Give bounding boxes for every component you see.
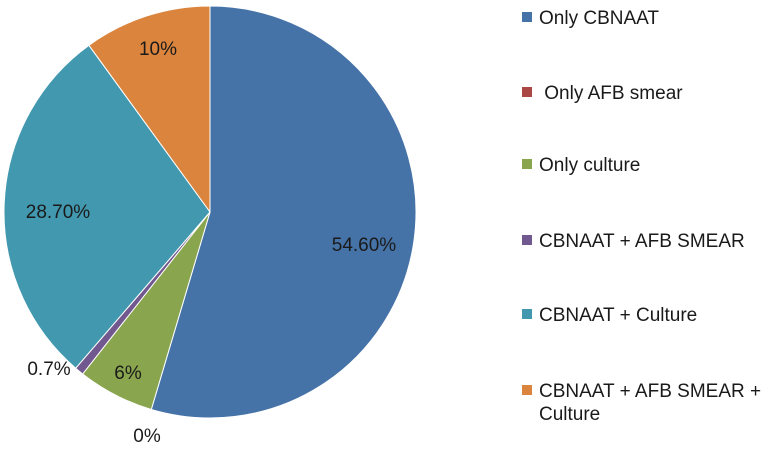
legend: Only CBNAAT Only AFB smear Only culture CB… (522, 8, 761, 425)
legend-label-cbnaat-culture: CBNAAT + Culture (539, 305, 697, 326)
data-label-only-afb-smear: 0% (133, 426, 161, 447)
data-label-cbnaat-culture: 28.70% (26, 202, 91, 223)
pie-slice-cbnaat-culture (3, 44, 211, 369)
legend-swatch-only-afb-smear (522, 87, 532, 97)
pie-slice-cbnaat-afb-smear-culture (88, 5, 211, 214)
pie-slices (3, 5, 417, 419)
data-label-only-culture: 6% (114, 363, 142, 384)
legend-swatch-cbnaat-culture (522, 309, 532, 319)
slice-labels: 54.60% 0% 6% 0.7% 28.70% 10% (26, 39, 397, 447)
legend-label-only-cbnaat: Only CBNAAT (539, 8, 659, 29)
legend-label-cbnaat-afb-smear: CBNAAT + AFB SMEAR (539, 231, 745, 252)
pie-slice-only-cbnaat (150, 5, 417, 419)
data-label-only-cbnaat: 54.60% (332, 235, 397, 256)
legend-swatch-cbnaat-afb-smear-culture (522, 385, 532, 395)
legend-swatch-only-culture (522, 159, 532, 169)
data-label-cbnaat-afb-smear-culture: 10% (139, 39, 177, 60)
legend-label-cbnaat-afb-smear-culture: CBNAAT + AFB SMEAR + Culture (539, 381, 761, 425)
data-label-cbnaat-afb-smear: 0.7% (27, 359, 70, 380)
legend-label-only-culture: Only culture (539, 155, 640, 176)
legend-swatch-cbnaat-afb-smear (522, 235, 532, 245)
legend-label-only-afb-smear: Only AFB smear (539, 83, 683, 104)
legend-swatch-only-cbnaat (522, 12, 532, 22)
